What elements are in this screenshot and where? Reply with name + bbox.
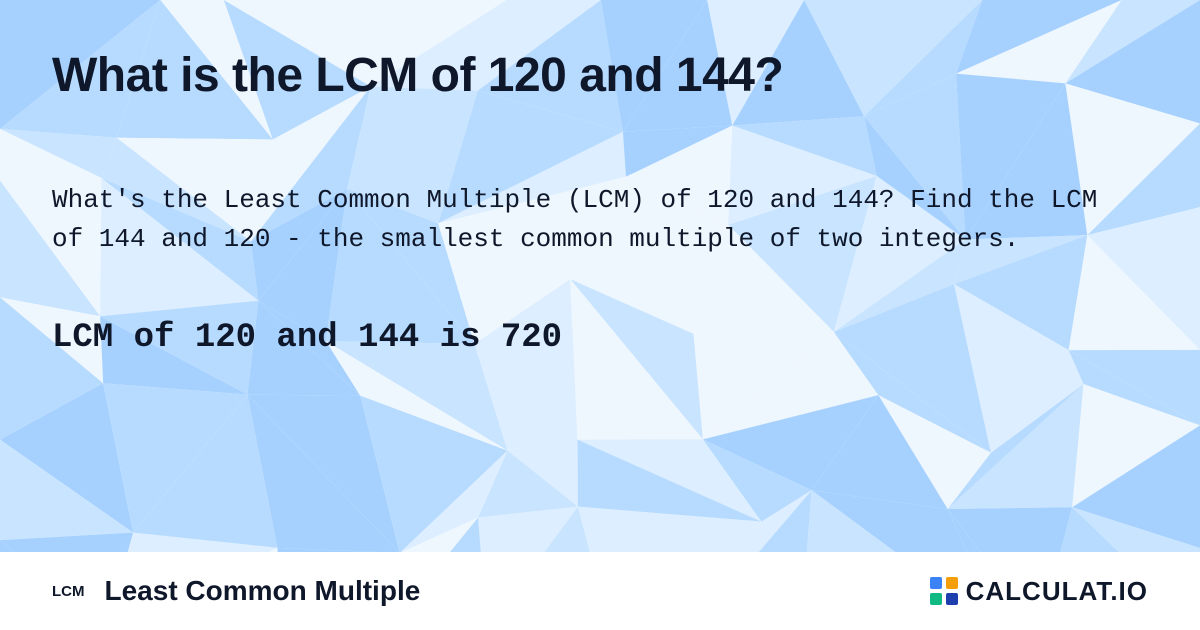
answer-text: LCM of 120 and 144 is 720	[52, 319, 1148, 357]
brand-text: CALCULAT.IO	[966, 576, 1148, 607]
main-content: What is the LCM of 120 and 144? What's t…	[0, 0, 1200, 630]
description-text: What's the Least Common Multiple (LCM) o…	[52, 181, 1102, 259]
footer-label: Least Common Multiple	[105, 575, 421, 607]
calculator-icon	[928, 575, 960, 607]
brand-logo: CALCULAT.IO	[928, 575, 1148, 607]
page-title: What is the LCM of 120 and 144?	[52, 48, 1148, 103]
footer-badge: LCM	[52, 583, 85, 600]
footer-left-group: LCM Least Common Multiple	[52, 575, 420, 607]
footer-bar: LCM Least Common Multiple CALCULAT.IO	[0, 552, 1200, 630]
